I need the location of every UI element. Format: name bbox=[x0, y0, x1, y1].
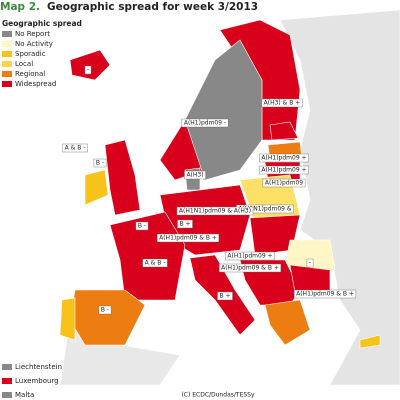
label-text: B + bbox=[179, 221, 190, 228]
country bbox=[69, 49, 111, 81]
label-text: A(H1N1)pdm09 & A(H3) bbox=[179, 208, 251, 215]
legend-label: Regional bbox=[15, 70, 45, 78]
map-labels: - A(H1)pdm09 - A(H3) & B + A & B - B - A(H3) A… bbox=[62, 65, 357, 315]
legend-swatch bbox=[2, 392, 12, 398]
label-box bbox=[93, 158, 107, 168]
map-label: A(H1)pdm09 bbox=[262, 178, 306, 188]
country bbox=[264, 299, 311, 346]
label-text: A & B - bbox=[145, 260, 166, 267]
label-box bbox=[261, 98, 303, 108]
map-label: - bbox=[84, 65, 92, 75]
label-text: B - bbox=[101, 307, 109, 314]
map-label: A(H1)pdm09 - bbox=[181, 118, 229, 128]
country bbox=[289, 264, 331, 293]
country bbox=[84, 169, 109, 206]
small-country-label: Liechtenstein bbox=[15, 363, 62, 371]
legend-swatch bbox=[2, 61, 12, 67]
label-text: A(H1N1)pdm09 & bbox=[238, 206, 291, 213]
map-label: A & B - bbox=[142, 258, 168, 268]
label-box bbox=[181, 118, 229, 128]
country bbox=[359, 334, 381, 349]
map-number: Map 2. bbox=[0, 1, 40, 13]
label-box bbox=[98, 305, 112, 315]
label-text: A(H1)pdm09 bbox=[265, 180, 303, 187]
label-box bbox=[293, 289, 357, 299]
legend-swatch bbox=[2, 71, 12, 77]
legend-swatch bbox=[2, 378, 12, 384]
label-text: - bbox=[87, 67, 89, 74]
label-box bbox=[177, 219, 193, 229]
map-label: B - bbox=[135, 221, 149, 231]
country bbox=[269, 121, 299, 141]
label-text: B + bbox=[219, 293, 230, 300]
legend-label: Sporadic bbox=[15, 50, 46, 58]
country bbox=[59, 297, 76, 341]
map-label: A(H1)pdm09 & B + bbox=[293, 289, 357, 299]
map-label: B + bbox=[177, 219, 193, 229]
label-box bbox=[259, 165, 309, 175]
label-text: A(H1)pdm09 + bbox=[227, 253, 272, 260]
legend-swatch bbox=[2, 51, 12, 57]
label-box bbox=[84, 65, 92, 75]
map-label: A(H1)pdm09 + bbox=[259, 165, 309, 175]
map bbox=[59, 9, 400, 386]
label-box bbox=[156, 233, 220, 243]
map-label: B - bbox=[98, 305, 112, 315]
map-label: A(H1N1)pdm09 & A(H3) bbox=[176, 206, 254, 216]
map-label: A & B - bbox=[62, 143, 88, 153]
legend-swatch bbox=[2, 81, 12, 87]
legend-label: Widespread bbox=[15, 80, 56, 88]
label-box bbox=[142, 258, 168, 268]
label-text: A(H1)pdm09 + bbox=[261, 155, 306, 162]
map-label: A(H1)pdm09 & B + bbox=[218, 263, 282, 273]
label-text: A(H1)pdm09 & B + bbox=[159, 235, 217, 242]
map-label: A(H1)pdm09 & B + bbox=[156, 233, 220, 243]
legend-label: Local bbox=[15, 60, 33, 68]
label-box bbox=[135, 221, 149, 231]
label-text: A & B - bbox=[65, 145, 86, 152]
label-text: A(H1)pdm09 + bbox=[261, 167, 306, 174]
map-label: - bbox=[306, 258, 314, 268]
label-text: A(H1)pdm09 - bbox=[184, 120, 226, 127]
label-text: A(H3) bbox=[186, 172, 203, 179]
legend-title: Geographic spread bbox=[2, 19, 82, 28]
label-box bbox=[184, 170, 206, 180]
label-box bbox=[217, 291, 233, 301]
label-box bbox=[306, 258, 314, 268]
map-label: A(H1)pdm09 + bbox=[259, 153, 309, 163]
map-label: A(H1)pdm09 + bbox=[225, 251, 275, 261]
map-label: A(H3) bbox=[184, 170, 206, 180]
map-label: A(H3) & B + bbox=[261, 98, 303, 108]
label-text: - bbox=[309, 260, 311, 267]
legend-swatch bbox=[2, 364, 12, 370]
label-box bbox=[262, 178, 306, 188]
label-text: A(H1)pdm09 & B + bbox=[221, 265, 279, 272]
map-label: B - bbox=[93, 158, 107, 168]
label-box bbox=[218, 263, 282, 273]
label-text: A(H3) & B + bbox=[264, 100, 301, 107]
credit: (C) ECDC/Dundas/TESSy bbox=[181, 392, 255, 399]
legend-swatch bbox=[2, 41, 12, 47]
map-label: B + bbox=[217, 291, 233, 301]
legend-swatch bbox=[2, 31, 12, 37]
label-box bbox=[259, 153, 309, 163]
legend: Geographic spread No Report No Activity Sp… bbox=[2, 19, 82, 399]
legend-label: No Report bbox=[15, 30, 50, 38]
label-text: A(H1)pdm09 & B + bbox=[296, 291, 354, 298]
map-title: Geographic spread for week 3/2013 bbox=[47, 1, 258, 13]
small-country-label: Malta bbox=[15, 391, 34, 399]
country bbox=[104, 139, 141, 216]
label-text: B - bbox=[138, 223, 146, 230]
label-box bbox=[176, 206, 254, 216]
label-box bbox=[225, 251, 275, 261]
label-box bbox=[62, 143, 88, 153]
label-text: B - bbox=[96, 160, 104, 167]
small-country-label: Luxembourg bbox=[15, 377, 59, 385]
legend-label: No Activity bbox=[15, 40, 53, 48]
